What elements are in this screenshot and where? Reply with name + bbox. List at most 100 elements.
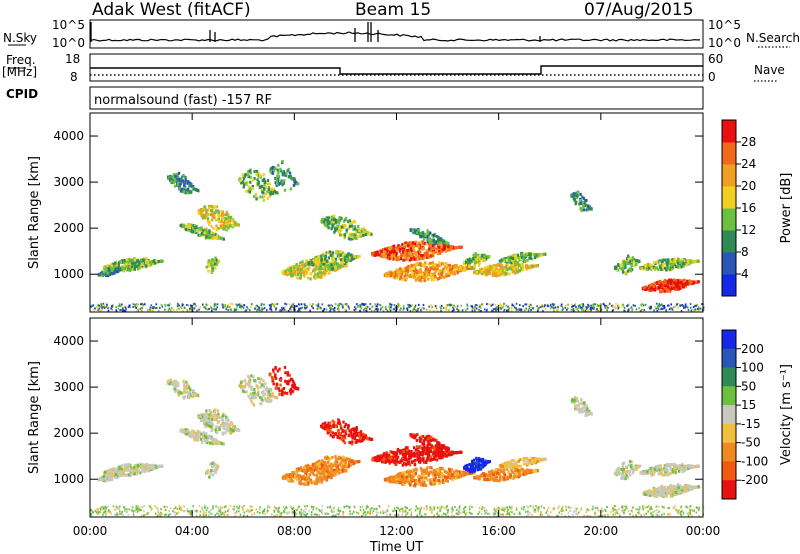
ground-scatter-cell xyxy=(204,305,207,308)
ground-scatter-cell xyxy=(550,303,552,306)
scatter-cell xyxy=(439,243,443,246)
scatter-cell xyxy=(322,262,325,266)
scatter-cell xyxy=(296,267,299,271)
ground-scatter-cell xyxy=(414,309,417,311)
ground-scatter-cell xyxy=(311,305,313,308)
ground-scatter-cell xyxy=(376,305,378,308)
scatter-cell xyxy=(266,182,269,186)
scatter-cell xyxy=(455,267,459,271)
ground-scatter-cell xyxy=(590,304,592,307)
scatter-cell xyxy=(513,253,517,257)
scatter-cell xyxy=(298,268,301,272)
scatter-cell xyxy=(473,254,477,258)
ground-scatter-cell xyxy=(676,303,678,306)
scatter-cell xyxy=(120,472,123,476)
scatter-cell xyxy=(232,220,236,224)
scatter-cell xyxy=(334,257,338,261)
ground-scatter-cell xyxy=(500,304,503,307)
ground-scatter-cell xyxy=(449,304,452,307)
scatter-cell xyxy=(570,194,573,198)
ground-scatter-cell xyxy=(243,304,245,307)
ground-scatter-cell xyxy=(177,307,180,310)
scatter-cell xyxy=(314,263,317,267)
ground-scatter-cell xyxy=(290,309,292,312)
scatter-cell xyxy=(578,199,582,203)
ground-scatter-cell xyxy=(647,306,650,309)
ground-scatter-cell xyxy=(288,303,291,306)
ground-scatter-cell xyxy=(679,304,682,307)
ground-scatter-cell xyxy=(499,303,502,306)
scatter-cell xyxy=(452,272,455,276)
scatter-cell xyxy=(213,212,216,216)
scatter-cell xyxy=(688,279,691,283)
scatter-cell xyxy=(117,267,120,271)
ground-scatter-cell xyxy=(359,304,361,307)
scatter-cell xyxy=(326,219,329,223)
ground-scatter-cell xyxy=(660,307,662,310)
scatter-cell xyxy=(131,262,134,266)
ground-scatter-cell xyxy=(536,305,538,308)
ground-scatter-cell xyxy=(266,309,268,312)
scatter-cell xyxy=(647,284,651,288)
scatter-cell xyxy=(195,188,199,192)
scatter-cell xyxy=(655,260,658,264)
scatter-cell xyxy=(259,195,262,199)
scatter-cell xyxy=(114,261,117,265)
scatter-cell xyxy=(228,216,232,220)
scatter-cell xyxy=(524,253,528,257)
scatter-cell xyxy=(320,257,323,261)
ground-scatter-cell xyxy=(495,306,497,309)
scatter-cell xyxy=(668,284,672,288)
scatter-cell xyxy=(207,264,210,268)
ground-scatter-cell xyxy=(164,303,166,306)
scatter-cell xyxy=(437,271,440,275)
scatter-cell xyxy=(446,246,449,250)
scatter-cell xyxy=(209,234,212,237)
scatter-cell xyxy=(131,470,135,474)
ground-scatter-cell xyxy=(567,303,569,306)
scatter-cell xyxy=(186,180,190,184)
scatter-cell xyxy=(394,253,398,257)
scatter-cell xyxy=(673,260,676,264)
scatter-cell xyxy=(685,279,689,283)
scatter-cell xyxy=(477,263,481,267)
scatter-cell xyxy=(398,250,402,254)
scatter-cell xyxy=(507,259,510,263)
scatter-cell xyxy=(503,268,507,272)
scatter-cell xyxy=(185,387,189,391)
scatter-cell xyxy=(531,257,534,261)
ground-scatter-cell xyxy=(587,309,590,312)
scatter-cell xyxy=(129,261,132,265)
ground-scatter-cell xyxy=(444,308,447,311)
ground-scatter-cell xyxy=(457,309,460,312)
scatter-cell xyxy=(303,272,306,276)
scatter-cell xyxy=(215,228,219,231)
scatter-cell xyxy=(175,173,179,176)
scatter-cell xyxy=(695,280,699,284)
ground-scatter-cell xyxy=(440,307,442,310)
scatter-cell xyxy=(572,194,575,198)
scatter-cell xyxy=(662,258,666,262)
scatter-cell xyxy=(487,255,490,259)
scatter-cell xyxy=(246,173,250,177)
ground-scatter-cell xyxy=(495,309,497,312)
ground-scatter-cell xyxy=(650,307,652,310)
scatter-cell xyxy=(401,246,404,250)
ground-scatter-cell xyxy=(643,309,646,312)
scatter-cell xyxy=(143,465,146,469)
scatter-cell xyxy=(337,221,341,224)
ground-scatter-cell xyxy=(632,304,635,307)
ground-scatter-cell xyxy=(486,303,488,305)
scatter-cell xyxy=(511,257,515,260)
scatter-cell xyxy=(299,276,302,280)
scatter-cell xyxy=(242,177,246,181)
scatter-cell xyxy=(210,264,214,268)
ground-scatter-cell xyxy=(674,305,677,308)
ground-scatter-cell xyxy=(697,306,700,308)
scatter-cell xyxy=(666,261,669,265)
ground-scatter-cell xyxy=(152,306,154,309)
scatter-cell xyxy=(324,218,327,222)
scatter-cell xyxy=(315,257,318,261)
scatter-cell xyxy=(149,464,152,468)
scatter-cell xyxy=(139,471,142,475)
